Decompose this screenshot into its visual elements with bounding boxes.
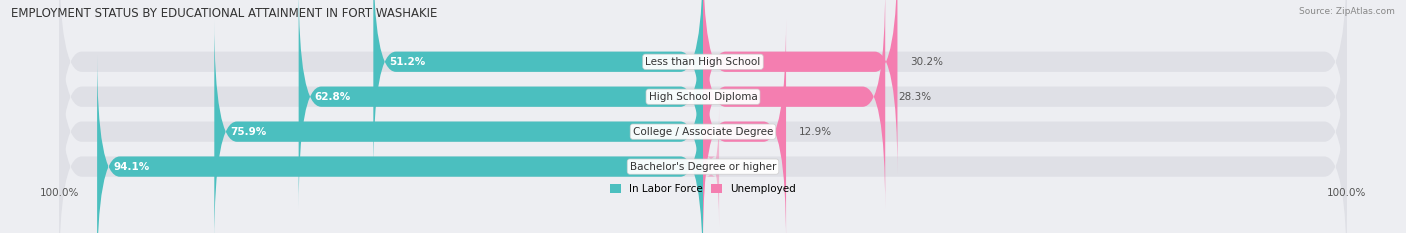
Text: 75.9%: 75.9% <box>231 127 267 137</box>
Text: Less than High School: Less than High School <box>645 57 761 67</box>
Legend: In Labor Force, Unemployed: In Labor Force, Unemployed <box>606 180 800 198</box>
FancyBboxPatch shape <box>703 0 886 209</box>
FancyBboxPatch shape <box>703 0 897 174</box>
Text: 62.8%: 62.8% <box>315 92 352 102</box>
Text: High School Diploma: High School Diploma <box>648 92 758 102</box>
Text: 28.3%: 28.3% <box>898 92 931 102</box>
FancyBboxPatch shape <box>374 0 703 174</box>
FancyBboxPatch shape <box>703 20 786 233</box>
Text: 94.1%: 94.1% <box>114 162 149 171</box>
Text: 30.2%: 30.2% <box>910 57 943 67</box>
FancyBboxPatch shape <box>59 55 1347 233</box>
Text: Source: ZipAtlas.com: Source: ZipAtlas.com <box>1299 7 1395 16</box>
Text: 12.9%: 12.9% <box>799 127 832 137</box>
FancyBboxPatch shape <box>298 0 703 209</box>
Text: 100.0%: 100.0% <box>1327 188 1367 198</box>
FancyBboxPatch shape <box>59 20 1347 233</box>
Text: College / Associate Degree: College / Associate Degree <box>633 127 773 137</box>
Text: 100.0%: 100.0% <box>39 188 79 198</box>
Text: 0.0%: 0.0% <box>733 162 758 171</box>
FancyBboxPatch shape <box>214 20 703 233</box>
Text: 51.2%: 51.2% <box>389 57 426 67</box>
FancyBboxPatch shape <box>59 0 1347 174</box>
FancyBboxPatch shape <box>59 0 1347 209</box>
FancyBboxPatch shape <box>97 55 703 233</box>
Text: Bachelor's Degree or higher: Bachelor's Degree or higher <box>630 162 776 171</box>
Text: EMPLOYMENT STATUS BY EDUCATIONAL ATTAINMENT IN FORT WASHAKIE: EMPLOYMENT STATUS BY EDUCATIONAL ATTAINM… <box>11 7 437 20</box>
FancyBboxPatch shape <box>703 107 718 226</box>
